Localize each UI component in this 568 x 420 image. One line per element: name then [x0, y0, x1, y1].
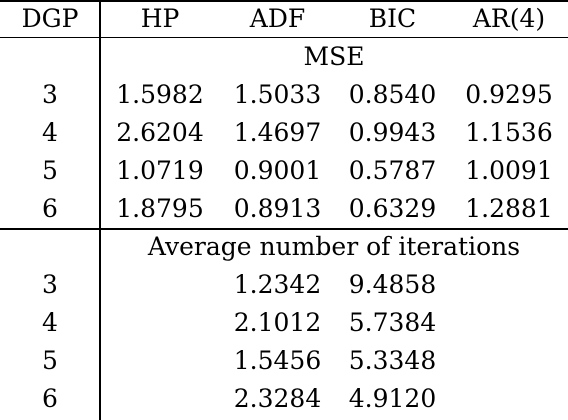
hp-cell: 1.0719: [116, 156, 204, 185]
table-row: 3 1.5982 1.5033 0.8540 0.9295: [0, 76, 568, 114]
bic-cell: 0.9943: [348, 118, 437, 147]
top-rule: [0, 0, 568, 2]
bic-cell: 0.6329: [348, 194, 437, 223]
dgp-cell: 5: [42, 346, 58, 375]
header-ar4: AR(4): [472, 4, 546, 33]
adf-cell: 1.2342: [233, 270, 322, 299]
dgp-cell: 3: [42, 270, 58, 299]
ar4-cell: 1.1536: [465, 118, 553, 147]
ar4-cell: 1.0091: [465, 156, 553, 185]
dgp-cell: 3: [42, 80, 58, 109]
adf-cell: 2.1012: [233, 308, 322, 337]
column-divider: [99, 0, 101, 420]
table-row: 3 1.2342 9.4858: [0, 266, 568, 304]
ar4-cell: 1.2881: [465, 194, 553, 223]
dgp-cell: 6: [42, 194, 58, 223]
header-dgp: DGP: [21, 4, 79, 33]
table-row: 4 2.6204 1.4697 0.9943 1.1536: [0, 114, 568, 152]
dgp-cell: 5: [42, 156, 58, 185]
bic-cell: 5.3348: [348, 346, 437, 375]
adf-cell: 1.4697: [233, 118, 322, 147]
bic-cell: 9.4858: [348, 270, 437, 299]
header-row: DGP HP ADF BIC AR(4): [0, 0, 568, 38]
table-row: 6 1.8795 0.8913 0.6329 1.2881: [0, 190, 568, 228]
adf-cell: 0.8913: [233, 194, 322, 223]
adf-cell: 0.9001: [233, 156, 322, 185]
dgp-cell: 4: [42, 308, 58, 337]
dgp-cell: 4: [42, 118, 58, 147]
table-row: 5 1.5456 5.3348: [0, 342, 568, 380]
section-rule: [0, 228, 568, 230]
table-row: 4 2.1012 5.7384: [0, 304, 568, 342]
hp-cell: 1.5982: [116, 80, 204, 109]
adf-cell: 1.5456: [233, 346, 322, 375]
table-row: 6 2.3284 4.9120: [0, 380, 568, 418]
hp-cell: 2.6204: [116, 118, 204, 147]
adf-cell: 1.5033: [233, 80, 322, 109]
header-bic: BIC: [368, 4, 417, 33]
header-adf: ADF: [249, 4, 306, 33]
dgp-cell: 6: [42, 384, 58, 413]
header-rule: [0, 37, 568, 38]
bic-cell: 0.8540: [348, 80, 437, 109]
adf-cell: 2.3284: [233, 384, 322, 413]
bic-cell: 5.7384: [348, 308, 437, 337]
header-hp: HP: [140, 4, 180, 33]
bic-cell: 4.9120: [348, 384, 437, 413]
table-row: 5 1.0719 0.9001 0.5787 1.0091: [0, 152, 568, 190]
ar4-cell: 0.9295: [465, 80, 553, 109]
bic-cell: 0.5787: [348, 156, 437, 185]
section-title-mse: MSE: [303, 42, 365, 71]
section-title-iterations: Average number of iterations: [147, 232, 521, 261]
hp-cell: 1.8795: [116, 194, 204, 223]
